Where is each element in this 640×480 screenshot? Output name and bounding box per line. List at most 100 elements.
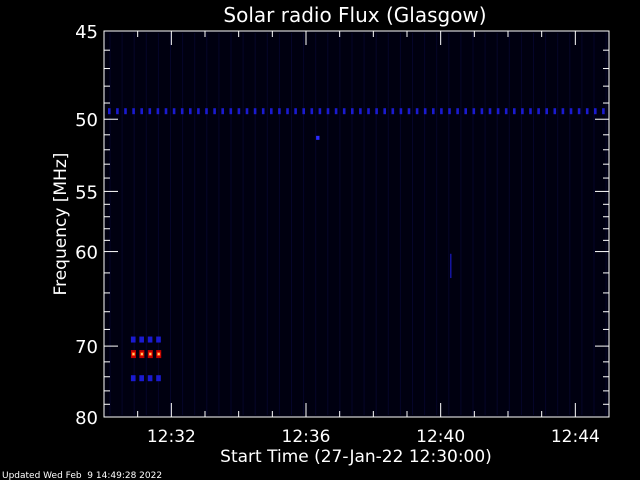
feature-mark [189,108,192,115]
feature-mark [513,108,516,115]
feature-upper-sideband [130,336,161,343]
feature-mark [472,108,476,115]
background-texture [109,33,607,415]
feature-mark [172,108,176,115]
feature-mark [302,108,305,115]
feature-mark [294,108,297,115]
feature-mark [326,108,330,115]
feature-mark [316,135,320,140]
x-axis: 12:32 12:36 12:40 12:44 [103,31,610,447]
feature-mark [529,108,532,115]
feature-mark [448,108,451,115]
feature-mark [148,108,152,115]
feature-mark [456,108,459,115]
feature-mark [553,108,557,115]
feature-mark [359,108,362,115]
feature-mark [157,353,160,356]
feature-mark [180,108,184,115]
y-tick-label: 60 [75,243,98,264]
feature-mark [132,353,135,356]
feature-mark [440,108,443,115]
feature-mark [261,108,265,115]
x-axis-label: Start Time (27-Jan-22 12:30:00) [220,447,492,467]
feature-mark [383,108,386,115]
feature-mark [164,108,168,115]
feature-mark [342,108,346,115]
feature-lower-sideband [130,375,161,382]
feature-mark [432,108,435,115]
feature-mark [496,108,500,115]
feature-mark [139,336,144,343]
feature-mark [116,108,119,115]
feature-mark [504,108,508,115]
feature-mark [156,108,160,115]
feature-mark [156,375,161,382]
feature-mark [229,108,233,115]
x-tick-label: 12:40 [416,427,465,447]
feature-mark [537,108,540,115]
feature-mark [488,108,492,115]
y-tick-label: 80 [75,408,98,429]
feature-mark [399,108,403,115]
feature-mark [594,108,597,115]
feature-mark [334,108,338,115]
feature-mark [318,108,322,115]
y-axis: 45 50 55 60 70 80 [75,22,609,429]
feature-mark [415,108,419,115]
feature-mark [197,108,200,115]
x-tick-label: 12:32 [147,427,196,447]
feature-mark [480,108,484,115]
feature-mark [237,108,241,115]
feature-mark [464,108,467,115]
y-tick-label: 55 [75,182,98,203]
feature-mark [521,108,524,115]
emission-features [108,108,605,382]
feature-mark [108,108,111,115]
y-tick-label: 50 [75,110,98,131]
feature-mark [156,336,161,343]
feature-mark [278,108,281,115]
feature-mark [310,108,314,115]
feature-spot [316,135,320,140]
plot-frame [103,30,610,418]
feature-mark [149,353,152,356]
feature-mark [270,108,273,115]
feature-mark [375,108,378,115]
feature-mark [351,108,354,115]
chart-title: Solar radio Flux (Glasgow) [223,3,486,27]
feature-mark [391,108,395,115]
feature-mark [286,108,289,115]
feature-mark [140,108,143,115]
feature-mark [139,375,144,382]
feature-mark [221,108,224,115]
feature-mark [253,108,257,115]
updated-timestamp: Updated Wed Feb 9 14:49:28 2022 [2,471,162,480]
feature-mark [124,108,127,115]
feature-mark [130,336,136,343]
feature-mark [569,108,573,115]
feature-mark [545,108,548,115]
feature-strong-burst [130,350,162,359]
feature-mark [140,353,143,356]
feature-persistent-emission-line [108,108,605,115]
feature-mark [147,375,153,382]
feature-mark [585,108,589,115]
feature-mark [130,375,136,382]
y-axis-label: Frequency [MHz] [51,153,71,296]
feature-mark [407,108,411,115]
feature-mark [561,108,565,115]
feature-mark [213,108,216,115]
y-tick-label: 45 [75,22,98,43]
feature-mark [577,108,581,115]
feature-mark [147,336,153,343]
x-tick-label: 12:36 [282,427,331,447]
feature-mark [245,108,249,115]
plot-area [104,31,609,417]
feature-mark [423,108,427,115]
feature-mark [602,108,605,115]
feature-mark [367,108,370,115]
x-tick-label: 12:44 [551,427,600,447]
y-tick-label: 70 [75,337,98,358]
feature-mark [132,108,135,115]
